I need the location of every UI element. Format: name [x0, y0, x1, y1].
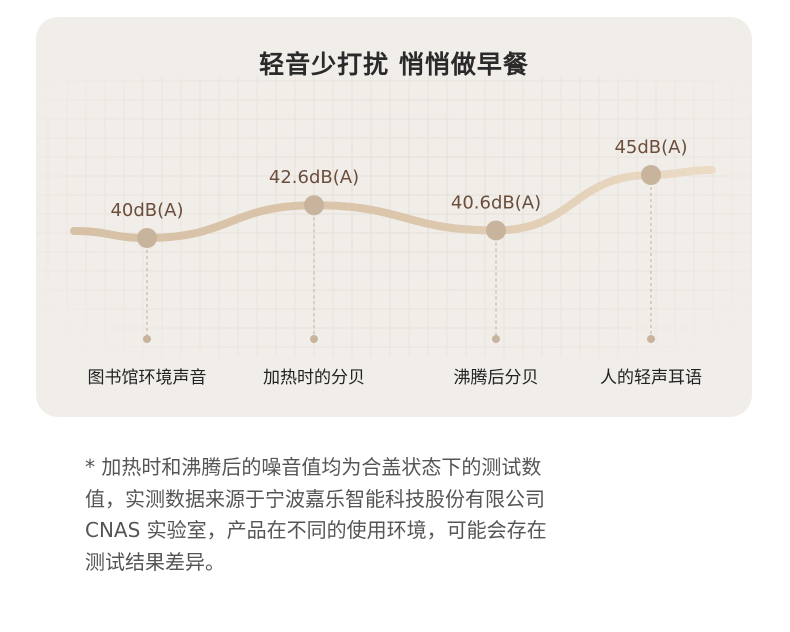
data-point	[304, 195, 324, 216]
data-label: 40dB(A)	[110, 200, 183, 221]
guide-dot	[647, 335, 655, 343]
data-point	[641, 165, 661, 185]
data-point	[137, 228, 157, 248]
category-label: 图书馆环境声音	[88, 368, 207, 388]
category-label: 加热时的分贝	[263, 368, 365, 388]
guide-dot	[310, 335, 318, 343]
data-label: 45dB(A)	[614, 137, 687, 158]
chart-title: 轻音少打扰 悄悄做早餐	[259, 50, 529, 79]
guide-dot	[492, 335, 500, 343]
footnote: * 加热时和沸腾后的噪音值均为合盖状态下的测试数 值，实测数据来源于宁波嘉乐智能…	[85, 455, 547, 574]
category-label: 人的轻声耳语	[600, 368, 702, 388]
data-point	[486, 220, 506, 241]
category-label: 沸腾后分贝	[454, 368, 539, 388]
data-label: 40.6dB(A)	[451, 192, 541, 213]
noise-chart: 40dB(A) 图书馆环境声音 42.6dB(A) 加热时的分贝 40.6dB(A) 沸腾…	[36, 77, 752, 388]
chart-grid	[36, 77, 752, 357]
guide-dot	[143, 335, 151, 343]
data-label: 42.6dB(A)	[269, 167, 359, 188]
chart-card: 40dB(A) 图书馆环境声音 42.6dB(A) 加热时的分贝 40.6dB(A) 沸腾…	[36, 17, 752, 417]
